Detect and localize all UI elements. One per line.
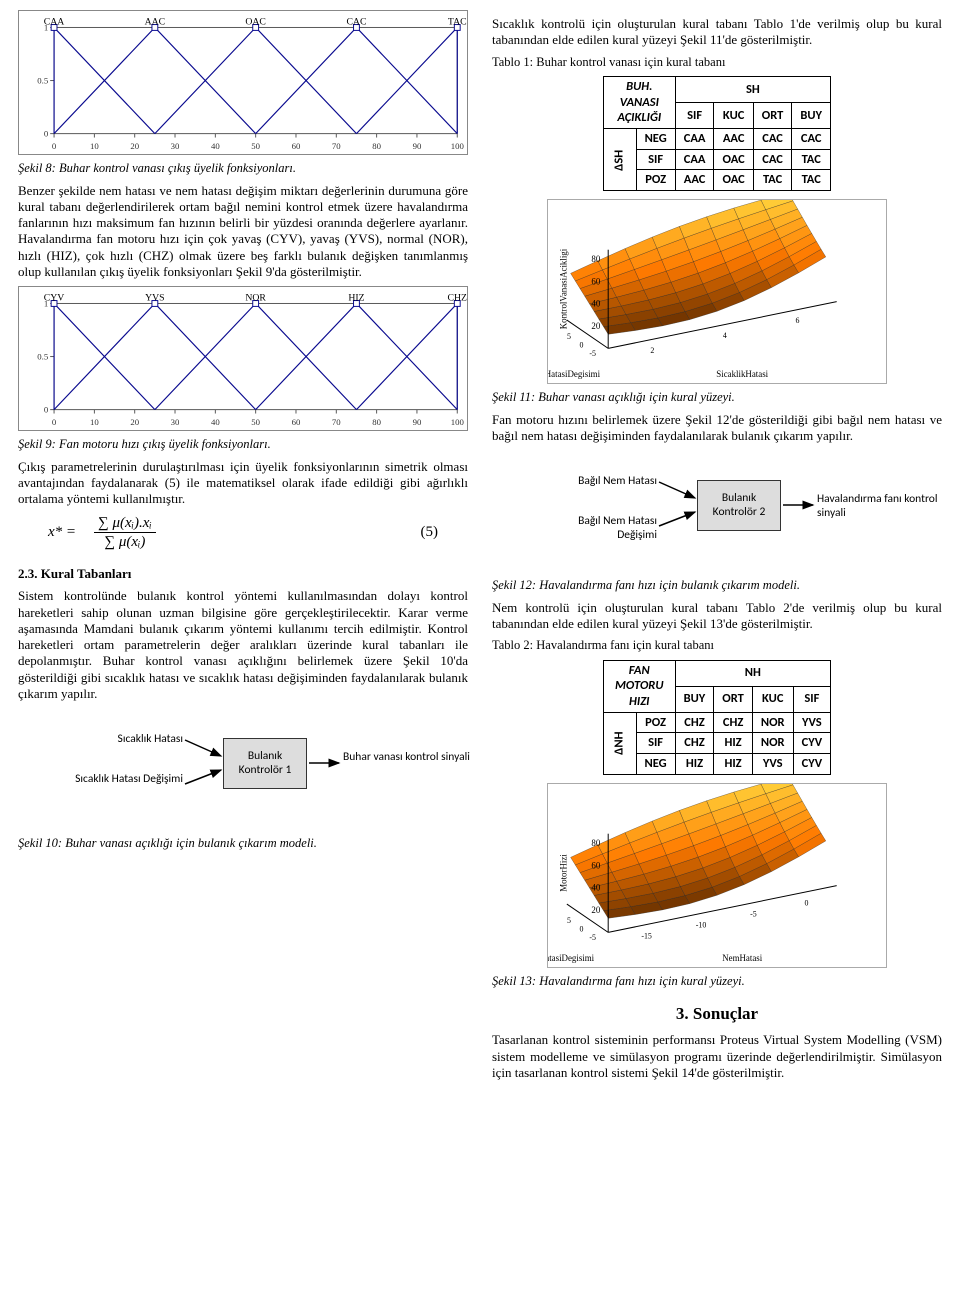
svg-text:20: 20 bbox=[591, 905, 600, 915]
paragraph-1: Benzer şekilde nem hatası ve nem hatası … bbox=[18, 183, 468, 281]
table-2-caption: Tablo 2: Havalandırma fanı için kural ta… bbox=[492, 638, 942, 654]
svg-text:0: 0 bbox=[52, 141, 57, 151]
svg-text:0: 0 bbox=[805, 898, 809, 907]
svg-text:30: 30 bbox=[171, 141, 180, 151]
svg-text:CAA: CAA bbox=[44, 17, 65, 28]
table-2-rule-base: FANMOTORUHIZINHBUYORTKUCSIFΔNHPOZCHZCHZN… bbox=[603, 660, 831, 775]
diagram-controller-box: Bulanık Kontrolör 1 bbox=[223, 738, 307, 789]
diagram-input-2: Bağıl Nem Hatası Değişimi bbox=[537, 514, 657, 543]
svg-text:HIZ: HIZ bbox=[348, 293, 364, 304]
svg-text:50: 50 bbox=[251, 417, 260, 427]
svg-text:CHZ: CHZ bbox=[448, 293, 467, 304]
svg-text:40: 40 bbox=[591, 299, 600, 309]
paragraph-after-12: Nem kontrolü için oluşturulan kural taba… bbox=[492, 600, 942, 633]
svg-text:80: 80 bbox=[591, 838, 600, 848]
paragraph-top-right: Sıcaklık kontrolü için oluşturulan kural… bbox=[492, 16, 942, 49]
svg-text:10: 10 bbox=[90, 141, 99, 151]
svg-text:2: 2 bbox=[650, 346, 654, 355]
figure-12-caption: Şekil 12: Havalandırma fanı hızı için bu… bbox=[492, 578, 942, 594]
svg-text:80: 80 bbox=[372, 417, 381, 427]
svg-text:80: 80 bbox=[591, 254, 600, 264]
svg-text:60: 60 bbox=[591, 276, 600, 286]
svg-text:80: 80 bbox=[372, 141, 381, 151]
diagram-input-1: Bağıl Nem Hatası bbox=[537, 474, 657, 488]
paragraph-3: Sistem kontrolünde bulanık kontrol yönte… bbox=[18, 588, 468, 702]
figure-10-caption: Şekil 10: Buhar vanası açıklığı için bul… bbox=[18, 836, 468, 852]
table-1-caption: Tablo 1: Buhar kontrol vanası için kural… bbox=[492, 55, 942, 71]
svg-text:60: 60 bbox=[591, 860, 600, 870]
figure-12-block-diagram: Bağıl Nem Hatası Bağıl Nem Hatası Değişi… bbox=[537, 452, 897, 572]
diagram-controller-box: Bulanık Kontrolör 2 bbox=[697, 480, 781, 531]
svg-text:0.5: 0.5 bbox=[37, 75, 49, 85]
svg-text:OAC: OAC bbox=[245, 17, 266, 28]
figure-10-block-diagram: Sıcaklık Hatası Sıcaklık Hatası Değişimi… bbox=[63, 710, 423, 830]
svg-text:TAC: TAC bbox=[448, 17, 467, 28]
svg-text:5: 5 bbox=[567, 332, 571, 341]
svg-text:-15: -15 bbox=[641, 931, 652, 940]
svg-text:-5: -5 bbox=[589, 932, 596, 941]
svg-text:10: 10 bbox=[90, 417, 99, 427]
svg-text:0: 0 bbox=[580, 924, 584, 933]
svg-text:5: 5 bbox=[567, 915, 571, 924]
figure-9-membership-chart: 010203040506070809010000.51CYVYVSNORHIZC… bbox=[18, 286, 468, 431]
diagram-output: Buhar vanası kontrol sinyali bbox=[343, 750, 483, 764]
figure-13-caption: Şekil 13: Havalandırma fanı hızı için ku… bbox=[492, 974, 942, 990]
table-1-rule-base: BUH.VANASIAÇIKLIĞISHSIFKUCORTBUYΔSHNEGCA… bbox=[603, 76, 831, 191]
svg-text:0: 0 bbox=[44, 405, 49, 415]
svg-text:0: 0 bbox=[580, 340, 584, 349]
svg-text:6: 6 bbox=[795, 316, 799, 325]
svg-text:20: 20 bbox=[130, 141, 139, 151]
svg-text:40: 40 bbox=[211, 417, 220, 427]
svg-text:60: 60 bbox=[292, 417, 301, 427]
paragraph-results: Tasarlanan kontrol sisteminin performans… bbox=[492, 1032, 942, 1081]
svg-text:0: 0 bbox=[44, 129, 49, 139]
svg-text:AAC: AAC bbox=[145, 17, 166, 28]
figure-9-caption: Şekil 9: Fan motoru hızı çıkış üyelik fo… bbox=[18, 437, 468, 453]
svg-text:100: 100 bbox=[451, 141, 465, 151]
svg-text:-5: -5 bbox=[750, 909, 757, 918]
figure-8-membership-chart: 010203040506070809010000.51CAAAACOACCACT… bbox=[18, 10, 468, 155]
svg-text:0.5: 0.5 bbox=[37, 352, 49, 362]
svg-text:SicaklikHatasiDegisimi: SicaklikHatasiDegisimi bbox=[548, 369, 601, 379]
equation-5: x* = ∑ μ(xᵢ).xᵢ∑ μ(xᵢ) (5) bbox=[48, 514, 468, 553]
svg-text:20: 20 bbox=[130, 417, 139, 427]
svg-text:KontrolVanasiAcikligi: KontrolVanasiAcikligi bbox=[559, 248, 569, 329]
svg-text:0: 0 bbox=[52, 417, 57, 427]
svg-text:4: 4 bbox=[723, 331, 727, 340]
figure-11-surface: 20406080KontrolVanasiAcikligiSicaklikHat… bbox=[547, 199, 887, 384]
svg-text:40: 40 bbox=[591, 882, 600, 892]
svg-text:YVS: YVS bbox=[145, 293, 164, 304]
svg-text:NemHatasiDegisimi: NemHatasiDegisimi bbox=[548, 953, 595, 963]
diagram-input-2: Sıcaklık Hatası Değişimi bbox=[63, 772, 183, 786]
svg-text:50: 50 bbox=[251, 141, 260, 151]
figure-13-surface: 20 40 60 80 MotorHizi NemHatasi NemHatasiDegis… bbox=[547, 783, 887, 968]
svg-text:40: 40 bbox=[211, 141, 220, 151]
paragraph-2: Çıkış parametrelerinin durulaştırılması … bbox=[18, 459, 468, 508]
svg-text:70: 70 bbox=[332, 141, 341, 151]
paragraph-mid-right: Fan motoru hızını belirlemek üzere Şekil… bbox=[492, 412, 942, 445]
svg-text:90: 90 bbox=[413, 141, 422, 151]
svg-text:70: 70 bbox=[332, 417, 341, 427]
svg-text:60: 60 bbox=[292, 141, 301, 151]
diagram-output: Havalandırma fanı kontrol sinyali bbox=[817, 492, 957, 521]
svg-text:90: 90 bbox=[413, 417, 422, 427]
svg-text:30: 30 bbox=[171, 417, 180, 427]
heading-2-3: 2.3. Kural Tabanları bbox=[18, 566, 468, 582]
svg-text:CYV: CYV bbox=[44, 293, 65, 304]
svg-text:20: 20 bbox=[591, 321, 600, 331]
heading-3-results: 3. Sonuçlar bbox=[492, 1003, 942, 1024]
diagram-input-1: Sıcaklık Hatası bbox=[63, 732, 183, 746]
svg-text:MotorHizi: MotorHizi bbox=[559, 853, 569, 891]
figure-8-caption: Şekil 8: Buhar kontrol vanası çıkış üyel… bbox=[18, 161, 468, 177]
svg-text:SicaklikHatasi: SicaklikHatasi bbox=[716, 369, 768, 379]
figure-11-caption: Şekil 11: Buhar vanası açıklığı için kur… bbox=[492, 390, 942, 406]
svg-text:NOR: NOR bbox=[245, 293, 266, 304]
svg-text:NemHatasi: NemHatasi bbox=[722, 953, 763, 963]
svg-text:CAC: CAC bbox=[346, 17, 366, 28]
svg-text:100: 100 bbox=[451, 417, 465, 427]
svg-text:-10: -10 bbox=[696, 920, 707, 929]
svg-text:-5: -5 bbox=[589, 349, 596, 358]
